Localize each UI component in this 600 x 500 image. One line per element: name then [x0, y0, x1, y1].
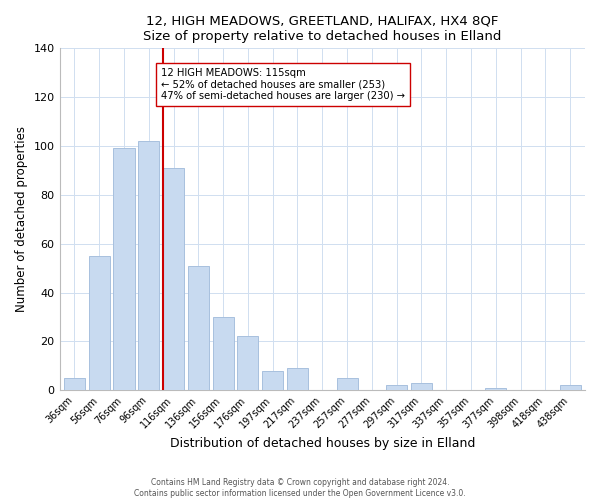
- Bar: [212, 317, 233, 390]
- Bar: [560, 386, 581, 390]
- Bar: [89, 256, 110, 390]
- Text: Contains HM Land Registry data © Crown copyright and database right 2024.
Contai: Contains HM Land Registry data © Crown c…: [134, 478, 466, 498]
- Bar: [287, 368, 308, 390]
- Bar: [163, 168, 184, 390]
- Bar: [138, 141, 160, 390]
- Bar: [262, 370, 283, 390]
- Y-axis label: Number of detached properties: Number of detached properties: [15, 126, 28, 312]
- Bar: [64, 378, 85, 390]
- Bar: [386, 386, 407, 390]
- Text: 12 HIGH MEADOWS: 115sqm
← 52% of detached houses are smaller (253)
47% of semi-d: 12 HIGH MEADOWS: 115sqm ← 52% of detache…: [161, 68, 404, 101]
- X-axis label: Distribution of detached houses by size in Elland: Distribution of detached houses by size …: [170, 437, 475, 450]
- Bar: [337, 378, 358, 390]
- Bar: [188, 266, 209, 390]
- Title: 12, HIGH MEADOWS, GREETLAND, HALIFAX, HX4 8QF
Size of property relative to detac: 12, HIGH MEADOWS, GREETLAND, HALIFAX, HX…: [143, 15, 502, 43]
- Bar: [238, 336, 259, 390]
- Bar: [113, 148, 134, 390]
- Bar: [485, 388, 506, 390]
- Bar: [411, 383, 432, 390]
